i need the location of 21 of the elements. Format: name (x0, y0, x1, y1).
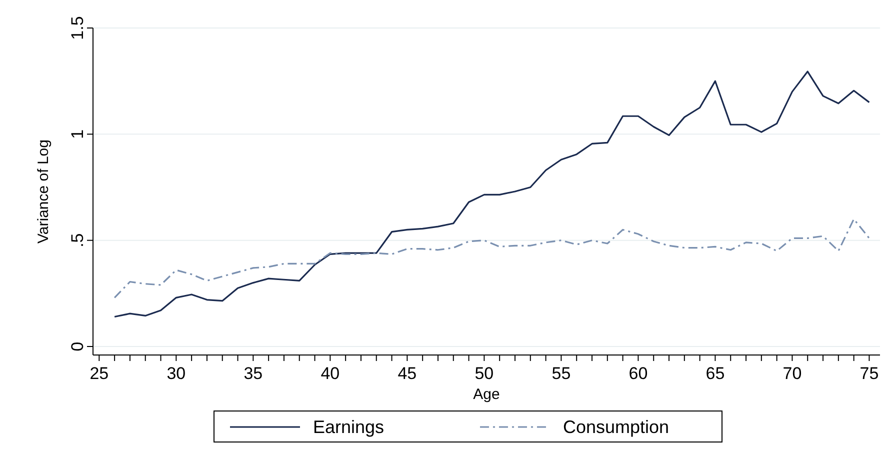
x-tick-label: 45 (398, 364, 417, 383)
x-tick-label: 30 (166, 364, 186, 383)
x-tick-label: 65 (706, 364, 725, 383)
x-tick-label: 35 (244, 364, 263, 383)
y-tick-label: 0 (68, 342, 87, 352)
x-tick-label: 70 (782, 364, 802, 383)
y-tick-label: .5 (68, 233, 87, 248)
legend-label: Consumption (563, 417, 670, 437)
x-axis-title: Age (473, 386, 500, 403)
y-axis-title: Variance of Log (35, 140, 52, 244)
line-series (114, 70, 870, 318)
x-tick-label: 75 (860, 364, 879, 383)
line-series (114, 218, 870, 298)
legend-label: Earnings (313, 417, 384, 437)
x-tick-label: 50 (474, 364, 494, 383)
x-tick-label: 60 (628, 364, 648, 383)
x-tick-label: 40 (320, 364, 340, 383)
x-tick-label: 55 (552, 364, 571, 383)
y-tick-label: 1 (68, 129, 87, 139)
y-tick-label: 1.5 (68, 16, 87, 40)
x-tick-label: 25 (90, 364, 109, 383)
